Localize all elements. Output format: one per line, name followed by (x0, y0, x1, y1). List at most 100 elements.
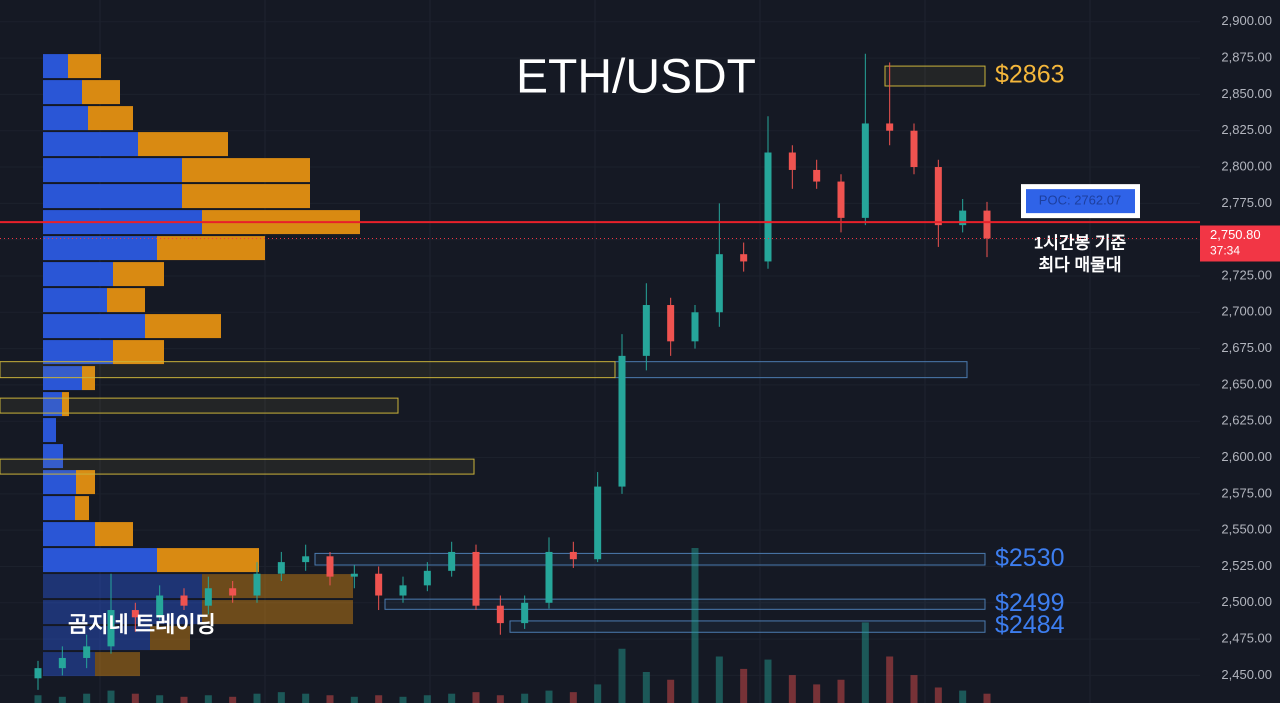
volume-bar (837, 679, 845, 703)
volume-bar (472, 692, 480, 703)
profile-buy (43, 54, 68, 79)
y-tick-label: 2,450.00 (1221, 667, 1272, 682)
profile-buy (43, 236, 157, 261)
level-zone (0, 361, 616, 379)
level-zone (884, 65, 986, 87)
candle-body (764, 152, 772, 262)
profile-sell (202, 600, 353, 625)
profile-sell (82, 80, 120, 105)
level-zone (509, 620, 986, 633)
poc-box-inner (1026, 189, 1135, 214)
profile-buy (43, 626, 150, 651)
volume-bar (910, 675, 918, 703)
profile-sell (113, 262, 164, 287)
candle-body (253, 573, 261, 596)
candle-body (277, 562, 285, 574)
profile-buy (43, 418, 56, 443)
profile-buy (43, 340, 113, 365)
volume-bar (594, 684, 602, 703)
zone-label: $2499 (995, 589, 1065, 617)
profile-buy (43, 314, 145, 339)
volume-bar (375, 695, 383, 703)
profile-buy (43, 548, 157, 573)
zone-label: $2863 (995, 61, 1065, 89)
volume-bar (959, 690, 967, 703)
volume-bar (253, 693, 261, 703)
y-tick-label: 2,475.00 (1221, 631, 1272, 646)
y-tick-label: 2,825.00 (1221, 122, 1272, 137)
level-zone (384, 598, 986, 610)
candle-body (691, 312, 699, 342)
y-tick-label: 2,775.00 (1221, 195, 1272, 210)
chart-title: ETH/USDT (516, 51, 756, 104)
y-tick-label: 2,700.00 (1221, 304, 1272, 319)
volume-bar (642, 672, 650, 703)
volume-bar (569, 692, 577, 703)
volume-bar (107, 690, 115, 703)
profile-buy (43, 132, 138, 157)
candle-body (83, 646, 91, 658)
countdown-label: 37:34 (1210, 244, 1240, 258)
candle-body (521, 602, 529, 624)
y-tick-label: 2,600.00 (1221, 449, 1272, 464)
level-zone (0, 397, 399, 414)
y-tick-label: 2,875.00 (1221, 50, 1272, 65)
profile-sell (182, 184, 310, 209)
profile-sell (62, 392, 69, 417)
candle-body (399, 585, 407, 596)
profile-sell (138, 132, 228, 157)
profile-buy (43, 574, 202, 599)
candle-body (204, 588, 212, 606)
volume-bar (58, 696, 66, 703)
candle-body (959, 210, 967, 226)
volume-bar (545, 690, 553, 703)
profile-sell (145, 314, 221, 339)
volume-bar (715, 656, 723, 703)
volume-bar (496, 695, 504, 703)
last-price-box (1200, 225, 1280, 262)
profile-sell (88, 106, 133, 131)
level-zone (614, 361, 968, 379)
profile-sell (76, 470, 95, 495)
candle-body (837, 181, 845, 218)
profile-buy (43, 106, 88, 131)
profile-sell (202, 574, 353, 599)
candle-body (813, 169, 821, 182)
profile-sell (95, 522, 133, 547)
volume-bar (204, 695, 212, 703)
volume-bar (34, 695, 42, 703)
profile-sell (95, 652, 140, 677)
profile-buy (43, 444, 63, 469)
volume-bar (156, 695, 164, 703)
candle-body (545, 551, 553, 603)
volume-bar (813, 684, 821, 703)
volume-bar (277, 692, 285, 703)
volume-bar (886, 656, 894, 703)
volume-bar (131, 693, 139, 703)
profile-buy (43, 470, 76, 495)
level-zone (314, 552, 986, 566)
volume-bar (326, 695, 334, 703)
y-tick-label: 2,575.00 (1221, 485, 1272, 500)
volume-bar (740, 668, 748, 703)
candle-body (886, 123, 894, 131)
volume-bar (983, 693, 991, 703)
candle-body (107, 610, 115, 647)
profile-sell (182, 158, 310, 183)
profile-sell (150, 626, 190, 651)
candle-body (642, 305, 650, 356)
volume-bar (180, 696, 188, 703)
candle-body (472, 551, 480, 606)
y-tick-label: 2,525.00 (1221, 558, 1272, 573)
y-tick-label: 2,800.00 (1221, 158, 1272, 173)
y-tick-label: 2,625.00 (1221, 413, 1272, 428)
candle-body (375, 573, 383, 596)
candle-body (180, 595, 188, 606)
y-tick-label: 2,675.00 (1221, 340, 1272, 355)
profile-buy (43, 262, 113, 287)
profile-sell (157, 236, 265, 261)
y-tick-label: 2,500.00 (1221, 594, 1272, 609)
profile-sell (107, 288, 145, 313)
